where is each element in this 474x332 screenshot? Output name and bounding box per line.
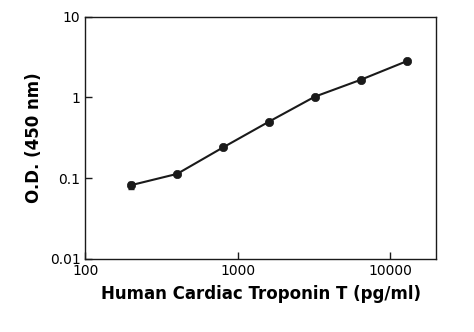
X-axis label: Human Cardiac Troponin T (pg/ml): Human Cardiac Troponin T (pg/ml) [100,285,421,303]
Y-axis label: O.D. (450 nm): O.D. (450 nm) [25,72,43,203]
